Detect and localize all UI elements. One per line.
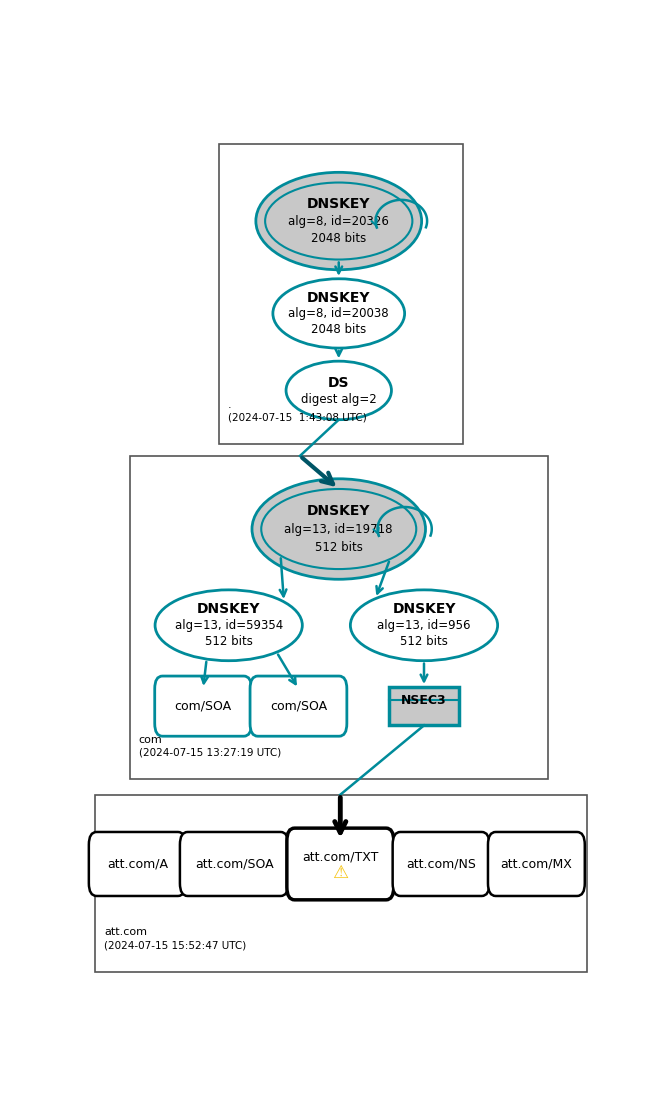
Text: att.com: att.com [104,927,147,937]
Text: DS: DS [328,376,349,390]
Text: att.com/NS: att.com/NS [406,858,476,870]
Text: digest alg=2: digest alg=2 [301,393,376,405]
FancyBboxPatch shape [392,832,489,896]
Text: com/SOA: com/SOA [270,700,327,712]
Ellipse shape [273,279,404,348]
Text: att.com/A: att.com/A [107,858,168,870]
Text: DNSKEY: DNSKEY [307,290,371,305]
Text: .: . [228,400,232,410]
Text: alg=13, id=59354: alg=13, id=59354 [175,618,283,631]
Ellipse shape [155,590,302,660]
Text: NSEC3: NSEC3 [401,693,447,707]
Text: DNSKEY: DNSKEY [307,197,371,211]
Text: 512 bits: 512 bits [400,635,448,648]
Text: DNSKEY: DNSKEY [197,603,260,616]
FancyBboxPatch shape [287,828,394,900]
FancyBboxPatch shape [250,676,347,736]
Ellipse shape [261,489,416,569]
FancyBboxPatch shape [488,832,585,896]
Text: com/SOA: com/SOA [175,700,232,712]
Text: (2024-07-15 13:27:19 UTC): (2024-07-15 13:27:19 UTC) [139,747,281,757]
Text: com: com [139,734,163,744]
Text: alg=13, id=956: alg=13, id=956 [377,618,471,631]
Ellipse shape [252,479,426,580]
Text: (2024-07-15  1:43:08 UTC): (2024-07-15 1:43:08 UTC) [228,413,367,423]
Text: 512 bits: 512 bits [315,541,363,553]
Text: DNSKEY: DNSKEY [392,603,456,616]
FancyBboxPatch shape [389,687,459,725]
Text: alg=8, id=20326: alg=8, id=20326 [288,214,389,227]
Text: alg=8, id=20038: alg=8, id=20038 [288,307,389,320]
Text: ⚠: ⚠ [332,864,349,882]
Text: 2048 bits: 2048 bits [311,322,367,336]
FancyBboxPatch shape [89,832,186,896]
Bar [218,144,463,444]
Bar [95,795,587,972]
Text: att.com/TXT: att.com/TXT [302,850,378,863]
Ellipse shape [351,590,497,660]
Bar [129,456,548,779]
Ellipse shape [265,182,412,259]
Text: DNSKEY: DNSKEY [307,505,371,518]
Ellipse shape [286,361,392,420]
Text: 512 bits: 512 bits [205,635,252,648]
Text: alg=13, id=19718: alg=13, id=19718 [284,522,393,535]
Ellipse shape [256,172,422,269]
FancyBboxPatch shape [155,676,252,736]
Text: (2024-07-15 15:52:47 UTC): (2024-07-15 15:52:47 UTC) [104,941,246,951]
Text: att.com/SOA: att.com/SOA [195,858,274,870]
Text: 2048 bits: 2048 bits [311,232,367,245]
FancyBboxPatch shape [180,832,288,896]
Text: att.com/MX: att.com/MX [501,858,572,870]
